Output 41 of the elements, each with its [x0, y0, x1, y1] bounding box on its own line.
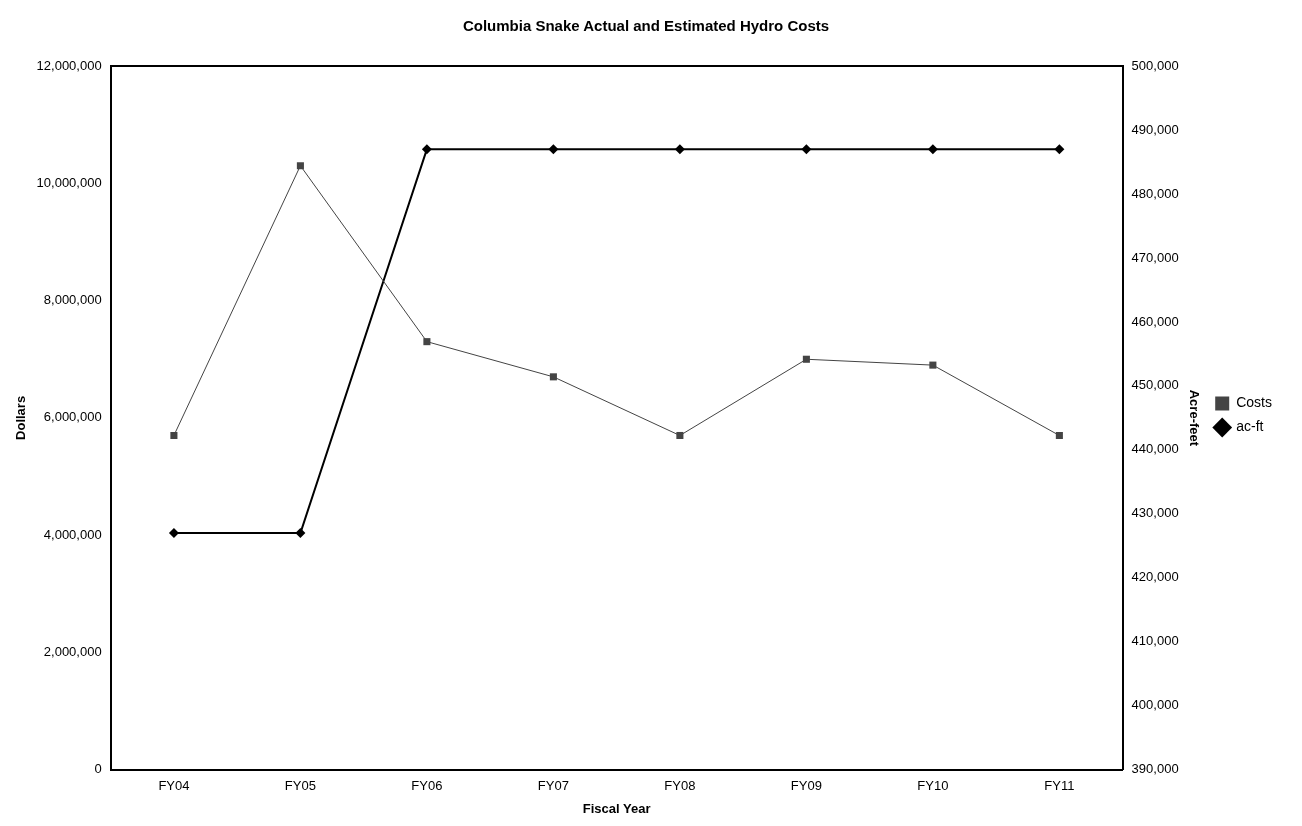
y2-tick-label: 490,000 — [1131, 121, 1179, 137]
x-axis-title: Fiscal Year — [582, 800, 651, 816]
point — [423, 338, 431, 346]
y-tick-label: 8,000,000 — [43, 292, 102, 308]
y2-tick-label: 500,000 — [1131, 57, 1179, 73]
y2-tick-label: 390,000 — [1131, 761, 1179, 777]
y-tick-label: 2,000,000 — [43, 644, 102, 660]
point — [1055, 431, 1063, 440]
x-tick-label: FY07 — [537, 778, 569, 794]
y2-tick-label: 480,000 — [1131, 185, 1179, 201]
legend-label: ac-ft — [1236, 418, 1264, 435]
y2-tick-label: 400,000 — [1131, 697, 1179, 713]
chart-title: Columbia Snake Actual and Estimated Hydro Costs — [462, 17, 830, 35]
point — [676, 431, 684, 440]
y-tick-label: 0 — [94, 761, 102, 777]
y2-tick-label: 470,000 — [1131, 249, 1179, 265]
x-tick-label: FY11 — [1044, 778, 1075, 794]
x-tick-label: FY05 — [284, 778, 316, 794]
y-tick-label: 10,000,000 — [36, 174, 102, 190]
y2-tick-label: 460,000 — [1131, 313, 1179, 329]
y2-tick-label: 440,000 — [1131, 441, 1179, 457]
y2-tick-label: 430,000 — [1131, 505, 1179, 521]
y-axis-title: Dollars — [13, 395, 29, 440]
x-tick-label: FY06 — [411, 778, 443, 794]
y-tick-label: 4,000,000 — [43, 526, 102, 542]
y2-axis-title: Acre-feet — [1186, 389, 1202, 447]
point — [296, 162, 304, 170]
x-tick-label: FY04 — [158, 778, 190, 794]
x-tick-label: FY10 — [917, 778, 949, 794]
y-tick-label: 6,000,000 — [43, 409, 102, 425]
x-tick-label: FY09 — [790, 778, 822, 794]
point — [929, 361, 937, 369]
y2-tick-label: 410,000 — [1131, 633, 1179, 649]
x-tick-label: FY08 — [664, 778, 696, 794]
y2-tick-label: 450,000 — [1131, 377, 1179, 393]
legend-label: Costs — [1236, 394, 1273, 411]
y2-tick-label: 420,000 — [1131, 569, 1179, 585]
y-tick-label: 12,000,000 — [36, 57, 102, 73]
point — [549, 373, 557, 381]
point — [170, 431, 178, 440]
point — [802, 355, 810, 363]
